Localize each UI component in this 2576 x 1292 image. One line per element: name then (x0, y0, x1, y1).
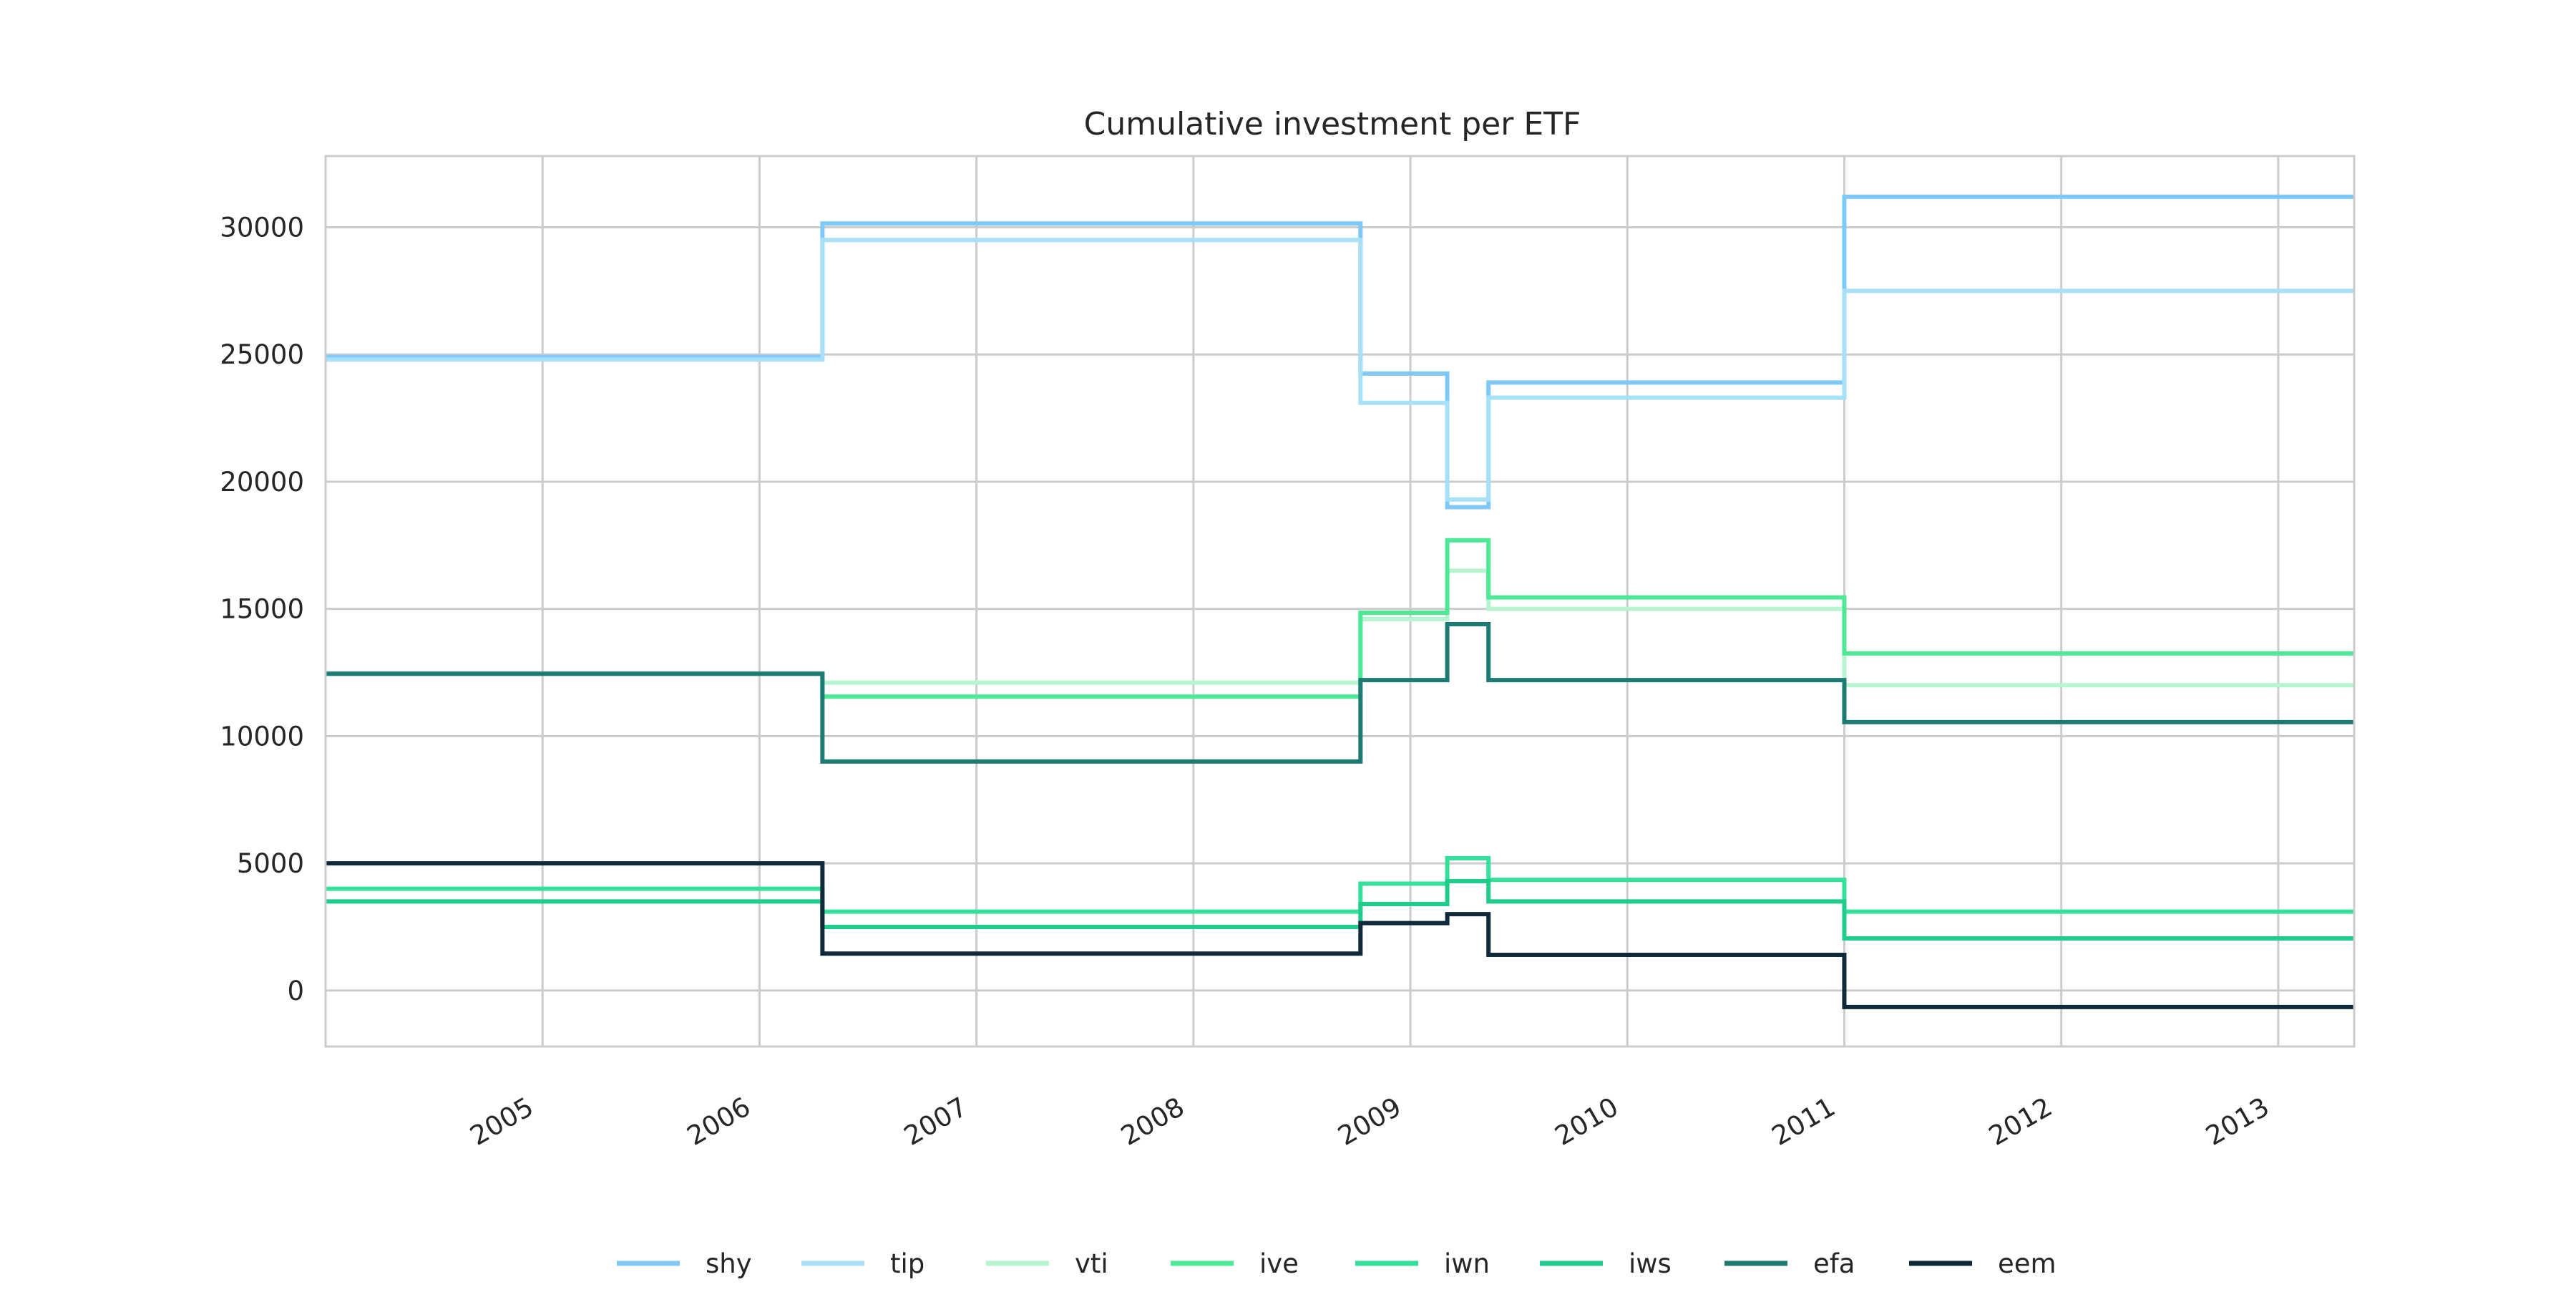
legend: shy tip vti ive iwn iws efa eem (617, 1248, 2057, 1279)
x-axis-ticks: 2005 2006 2007 2008 2009 2010 2011 2012 2013 (465, 1092, 2275, 1152)
legend-label-shy: shy (706, 1248, 752, 1279)
legend-label-efa: efa (1813, 1248, 1855, 1279)
legend-label-vti: vti (1075, 1248, 1108, 1279)
y-tick-label: 30000 (220, 213, 304, 243)
x-tick-label: 2012 (1984, 1092, 2057, 1152)
y-axis-ticks: 0 5000 10000 15000 20000 25000 30000 (220, 213, 304, 1006)
x-tick-label: 2010 (1550, 1092, 1624, 1152)
y-tick-label: 10000 (220, 721, 304, 752)
legend-label-ive: ive (1259, 1248, 1299, 1279)
series-line-efa (326, 621, 2354, 764)
series-line-eem (326, 861, 2354, 1009)
x-tick-label: 2011 (1767, 1092, 1840, 1152)
series-line-shy (326, 194, 2354, 510)
y-tick-label: 20000 (220, 467, 304, 497)
legend-label-tip: tip (890, 1248, 924, 1279)
x-tick-label: 2013 (2200, 1092, 2274, 1152)
legend-label-iwn: iwn (1444, 1248, 1490, 1279)
series-lines (326, 194, 2354, 1009)
legend-label-eem: eem (1998, 1248, 2057, 1279)
x-tick-label: 2009 (1332, 1092, 1406, 1152)
x-tick-label: 2005 (465, 1092, 539, 1152)
x-tick-label: 2007 (899, 1092, 972, 1152)
legend-label-iws: iws (1629, 1248, 1672, 1279)
y-tick-label: 0 (287, 976, 304, 1006)
y-tick-label: 15000 (220, 594, 304, 625)
plot-frame (324, 155, 2356, 1048)
y-tick-label: 5000 (237, 848, 304, 879)
series-line-tip (326, 238, 2354, 502)
x-tick-label: 2008 (1116, 1092, 1189, 1152)
series-line-iwn (326, 855, 2354, 914)
series-line-vti (326, 568, 2354, 688)
y-tick-label: 25000 (220, 339, 304, 370)
x-tick-label: 2006 (682, 1092, 756, 1152)
chart-title: Cumulative investment per ETF (1084, 106, 1581, 142)
